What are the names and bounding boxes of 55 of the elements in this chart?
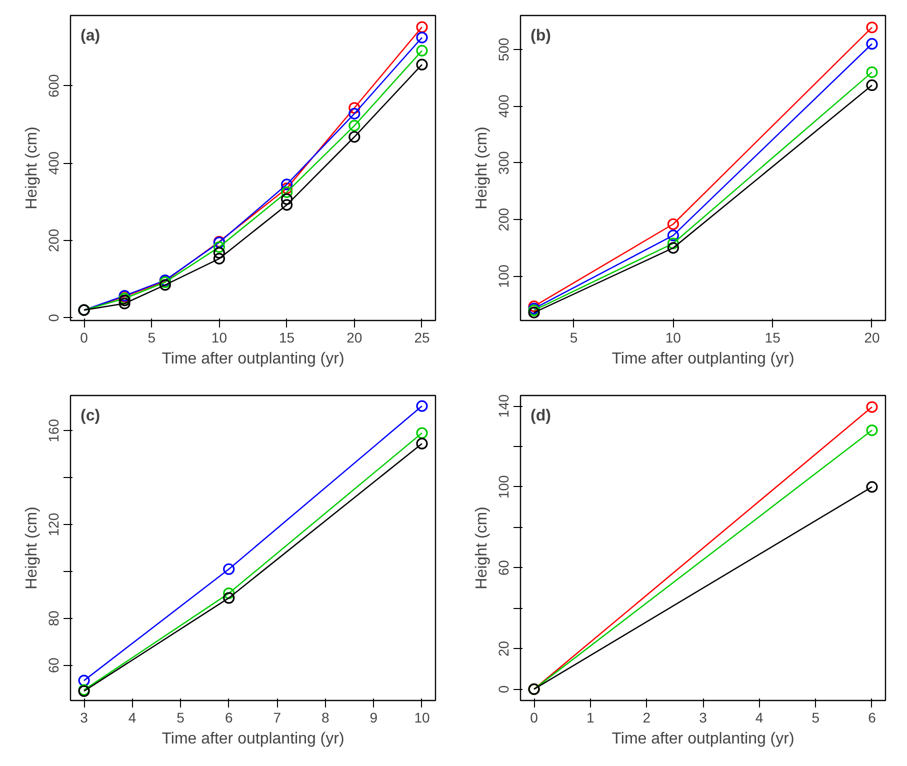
x-tick-label: 1 [586, 710, 594, 726]
x-tick-label: 7 [273, 710, 282, 726]
x-tick-label: 2 [642, 710, 651, 726]
x-tick-label: 5 [176, 710, 185, 726]
x-tick-label: 4 [755, 710, 764, 726]
x-tick-label: 5 [148, 330, 156, 346]
x-tick-label: 5 [812, 710, 820, 726]
x-tick-label: 3 [699, 710, 708, 726]
x-tick-label: 5 [570, 330, 578, 346]
y-axis-title: Height (cm) [474, 126, 490, 210]
y-tick-label: 120 [46, 512, 62, 536]
y-tick-label: 500 [496, 38, 512, 62]
x-tick-label: 3 [80, 710, 88, 726]
x-tick-label: 9 [370, 710, 378, 726]
x-tick-label: 4 [128, 710, 136, 726]
x-tick-label: 20 [864, 330, 880, 346]
x-tick-label: 10 [665, 330, 682, 346]
x-tick-label: 20 [346, 330, 362, 346]
x-tick-label: 10 [211, 330, 228, 346]
annotation: (a) [80, 28, 100, 44]
y-tick-label: 60 [46, 657, 62, 674]
y-tick-label: 100 [496, 264, 512, 288]
x-tick-label: 0 [530, 710, 538, 726]
x-tick-label: 8 [322, 710, 330, 726]
y-axis-title: Height (cm) [474, 506, 490, 590]
x-tick-label: 25 [414, 330, 430, 346]
y-tick-label: 200 [46, 228, 62, 252]
y-tick-label: 300 [496, 151, 512, 175]
y-tick-label: 400 [46, 151, 62, 175]
x-axis-title: Time after outplanting (yr) [612, 350, 794, 368]
y-tick-label: 20 [496, 640, 512, 657]
y-tick-label: 80 [46, 610, 62, 626]
x-axis-title: Time after outplanting (yr) [162, 730, 344, 748]
y-tick-label: 400 [496, 94, 512, 118]
annotation: (d) [530, 408, 551, 424]
y-axis-title: Height (cm) [24, 126, 40, 210]
annotation: (c) [80, 408, 100, 424]
y-axis-title: Height (cm) [24, 506, 40, 590]
x-tick-label: 6 [224, 710, 233, 726]
x-tick-label: 10 [414, 710, 430, 726]
y-tick-label: 600 [46, 74, 62, 98]
y-tick-label: 140 [496, 394, 512, 418]
y-tick-label: 0 [46, 314, 62, 322]
y-tick-label: 0 [496, 685, 512, 694]
annotation: (b) [530, 28, 551, 44]
x-tick-label: 15 [764, 330, 781, 346]
x-tick-label: 6 [868, 710, 876, 726]
x-tick-label: 0 [80, 330, 88, 346]
x-axis-title: Time after outplanting (yr) [612, 730, 794, 748]
y-tick-label: 160 [46, 418, 62, 442]
y-tick-label: 60 [496, 560, 512, 576]
y-tick-label: 100 [496, 475, 512, 499]
x-axis-title: Time after outplanting (yr) [162, 350, 344, 368]
y-tick-label: 200 [496, 208, 512, 232]
x-tick-label: 15 [279, 330, 295, 346]
